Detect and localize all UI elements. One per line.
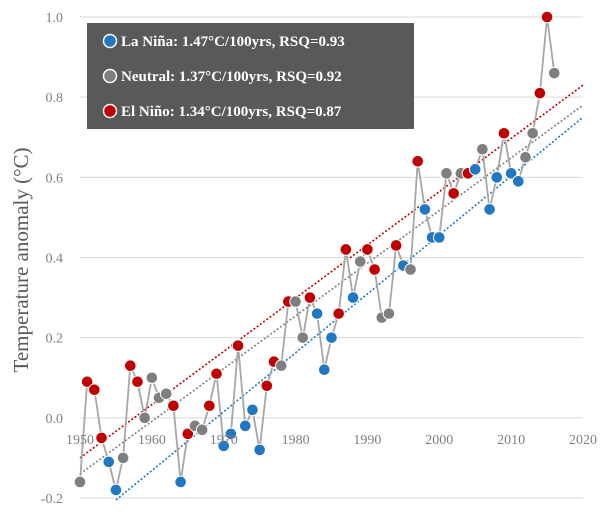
x-tick-label: 2020 (569, 433, 597, 448)
point-neutral (440, 167, 453, 180)
point-neutral (159, 387, 173, 401)
x-tick-label: 2010 (497, 433, 525, 448)
x-tick-label: 1970 (210, 433, 238, 448)
point-la-nina (483, 203, 496, 216)
x-tick-label: 1950 (66, 433, 94, 448)
legend-label: La Niña: 1.47°C/100yrs, RSQ=0.93 (121, 34, 345, 50)
point-neutral (404, 263, 417, 276)
point-la-nina (318, 363, 331, 377)
point-la-nina (224, 427, 238, 441)
trendline-la-nina (115, 116, 584, 501)
legend-label: Neutral: 1.37°C/100yrs, RSQ=0.92 (121, 69, 342, 85)
point-el-nino (88, 383, 101, 397)
point-el-nino (332, 307, 345, 320)
legend-marker-el-nino (102, 103, 118, 119)
point-la-nina (102, 455, 116, 469)
x-tick-label: 1980 (282, 433, 310, 448)
x-tick-label: 2000 (425, 433, 453, 448)
point-la-nina (109, 483, 123, 497)
point-el-nino (231, 339, 245, 352)
point-neutral (116, 451, 130, 465)
point-la-nina (346, 291, 360, 304)
point-neutral (382, 307, 396, 320)
point-neutral (195, 423, 209, 437)
point-neutral (138, 411, 151, 425)
point-neutral (526, 126, 540, 140)
point-la-nina (310, 307, 324, 320)
point-el-nino (368, 263, 381, 276)
trendline-neutral (79, 104, 584, 475)
point-el-nino (181, 427, 195, 441)
point-el-nino (361, 243, 374, 256)
x-tick-label: 1990 (353, 433, 381, 448)
point-el-nino (540, 10, 554, 24)
y-tick-label: 0.0 (46, 412, 64, 427)
point-la-nina (246, 403, 259, 417)
point-la-nina (468, 163, 482, 176)
legend-box (87, 23, 414, 129)
point-la-nina (174, 475, 187, 489)
point-el-nino (124, 359, 137, 373)
point-el-nino (497, 126, 511, 140)
point-la-nina (432, 231, 446, 244)
point-neutral (289, 295, 302, 308)
point-el-nino (389, 239, 403, 252)
legend-marker-la-nina (102, 33, 118, 49)
y-tick-label: 0.4 (46, 252, 64, 267)
point-el-nino (203, 399, 216, 413)
point-el-nino (411, 155, 425, 168)
y-tick-label: 0.6 (46, 171, 64, 186)
point-neutral (73, 475, 87, 489)
point-el-nino (260, 379, 274, 393)
point-neutral (296, 331, 310, 344)
point-el-nino (95, 431, 108, 445)
point-la-nina (325, 331, 338, 344)
point-la-nina (490, 171, 504, 184)
point-el-nino (533, 86, 547, 100)
y-axis-label: Temperature anomaly (°C) (9, 147, 33, 372)
point-la-nina (217, 439, 231, 453)
legend: La Niña: 1.47°C/100yrs, RSQ=0.93 Neutral:… (87, 23, 414, 129)
point-neutral (476, 142, 489, 156)
point-la-nina (418, 203, 432, 216)
point-la-nina (504, 167, 518, 180)
point-neutral (145, 371, 159, 385)
point-el-nino (339, 243, 353, 256)
point-el-nino (80, 375, 94, 389)
point-neutral (274, 359, 288, 373)
point-el-nino (210, 367, 223, 381)
y-tick-label: 0.8 (46, 91, 64, 106)
point-la-nina (253, 443, 266, 457)
y-tick-label: -0.2 (41, 492, 63, 507)
point-la-nina (512, 175, 525, 188)
point-el-nino (167, 399, 180, 413)
point-neutral (519, 150, 532, 164)
point-la-nina (238, 419, 252, 433)
legend-label: El Niño: 1.34°C/100yrs, RSQ=0.87 (121, 104, 342, 120)
point-el-nino (303, 291, 317, 304)
point-el-nino (131, 375, 144, 389)
point-neutral (547, 66, 561, 80)
point-neutral (353, 255, 367, 268)
y-tick-label: 1.0 (46, 11, 64, 26)
x-tick-label: 1960 (138, 433, 166, 448)
y-tick-label: 0.2 (46, 332, 64, 347)
point-el-nino (447, 187, 460, 200)
legend-marker-neutral (102, 68, 118, 84)
